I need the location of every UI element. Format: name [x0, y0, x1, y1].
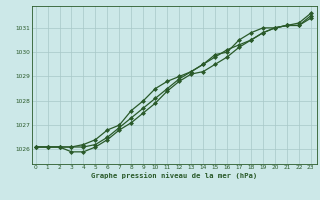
X-axis label: Graphe pression niveau de la mer (hPa): Graphe pression niveau de la mer (hPa) — [91, 172, 258, 179]
